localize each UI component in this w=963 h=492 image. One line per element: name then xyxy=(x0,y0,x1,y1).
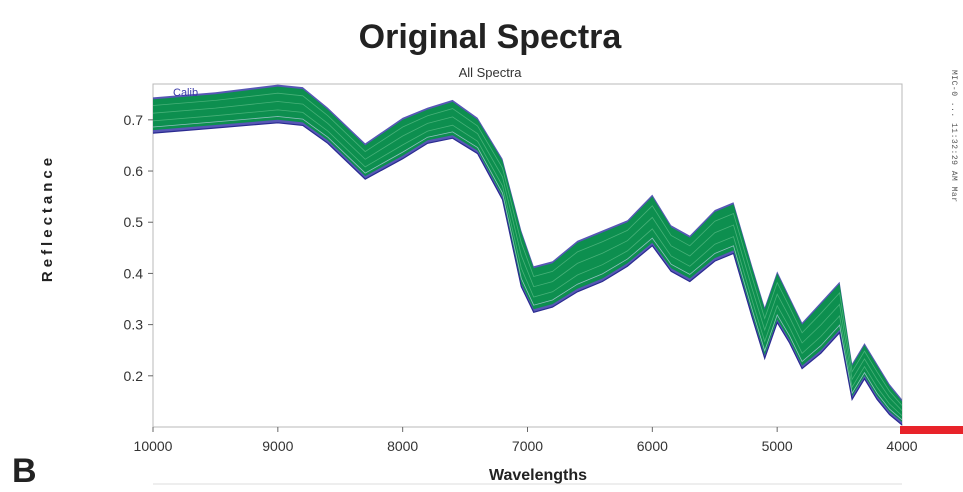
y-tick-label-5: 0.7 xyxy=(124,112,144,128)
x-tick-label-2: 8000 xyxy=(387,438,418,454)
spectrum-line-1 xyxy=(152,101,903,411)
y-tick-label-3: 0.5 xyxy=(124,214,144,230)
spectrum-line-3 xyxy=(152,116,903,421)
spectrum-line-0 xyxy=(152,92,903,406)
y-tick-label-0: 0.2 xyxy=(124,368,144,384)
side-annotation: MIC-0 ... 11:32:29 AM Mar xyxy=(949,70,958,203)
panel-label: B xyxy=(12,452,37,490)
y-tick-label-4: 0.6 xyxy=(124,163,144,179)
red-marker-bar xyxy=(900,426,963,434)
x-tick-label-1: 9000 xyxy=(262,438,293,454)
spectra-band xyxy=(153,86,902,422)
x-tick-label-3: 7000 xyxy=(512,438,543,454)
chart-subtitle: All Spectra xyxy=(459,65,523,80)
spectra-lower-edge xyxy=(152,122,903,426)
x-tick-label-6: 4000 xyxy=(886,438,917,454)
y-tick-label-1: 0.3 xyxy=(124,317,144,333)
x-axis-label: Wavelengths xyxy=(489,467,587,484)
y-tick-label-2: 0.4 xyxy=(124,265,144,281)
chart-title: Original Spectra xyxy=(359,18,623,56)
x-tick-label-4: 6000 xyxy=(637,438,668,454)
legend-label: Calib xyxy=(173,87,198,99)
x-tick-label-0: 10000 xyxy=(134,438,173,454)
plot-area: 10000 9000 8000 7000 6000 5000 4000 0.2 0.3 0.4 0.… xyxy=(124,83,918,485)
spectrum-line-2 xyxy=(152,109,903,416)
x-tick-label-5: 5000 xyxy=(762,438,793,454)
y-axis-label: Reflectance xyxy=(39,154,56,282)
